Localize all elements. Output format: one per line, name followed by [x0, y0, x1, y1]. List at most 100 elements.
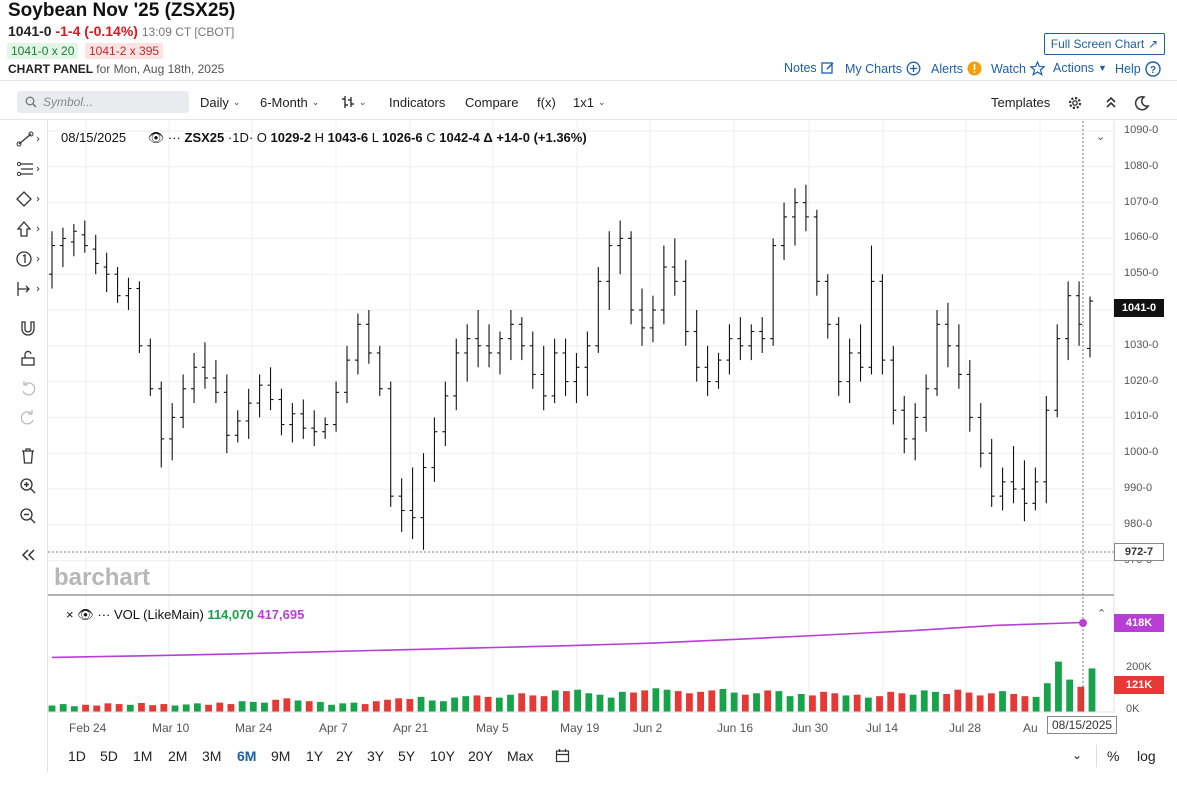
ohlc-bar — [486, 324, 493, 368]
volume-bar — [216, 702, 224, 712]
fibonacci-tool[interactable] — [14, 158, 42, 180]
double-chevron-up-icon — [1104, 95, 1118, 109]
shapes-tool[interactable] — [14, 188, 42, 210]
chevron-down-icon: ⌄ — [311, 97, 320, 107]
arrow-tool[interactable] — [14, 218, 42, 240]
range-button-5d[interactable]: 5D — [100, 748, 118, 764]
ohlc-bar — [81, 220, 88, 253]
range-button-6m[interactable]: 6M — [237, 748, 257, 764]
trendline-tool[interactable] — [14, 128, 42, 150]
log-toggle[interactable]: log — [1137, 748, 1156, 764]
ohlc-bar — [737, 317, 744, 361]
range-button-max[interactable]: Max — [507, 748, 534, 764]
range-button-2y[interactable]: 2Y — [336, 748, 354, 764]
help-link[interactable]: Help ? — [1115, 61, 1161, 77]
volume-bar — [618, 691, 626, 712]
ohlc-bar — [682, 259, 689, 346]
chevron-down-icon[interactable]: ⌄ — [1096, 131, 1106, 143]
range-button-3y[interactable]: 3Y — [367, 748, 385, 764]
magnet-tool[interactable] — [14, 317, 42, 339]
open-value: 1029-2 — [270, 130, 312, 145]
volume-bar — [1055, 661, 1062, 712]
volume-bar — [328, 704, 335, 712]
eye-icon[interactable]: 👁 — [77, 607, 94, 622]
ohlc-bar — [846, 338, 853, 404]
volume-bar — [932, 691, 939, 712]
symbol-search-input[interactable]: Symbol... — [17, 91, 189, 113]
legend-date: 08/15/2025 — [61, 130, 127, 145]
close-icon[interactable]: × — [66, 607, 74, 622]
ohlc-bar — [1065, 281, 1072, 361]
percent-toggle[interactable]: % — [1107, 748, 1120, 764]
ohlc-bar — [944, 302, 951, 368]
range-button-20y[interactable]: 20Y — [468, 748, 493, 764]
delete-drawings-button[interactable] — [14, 445, 42, 467]
lock-tool[interactable] — [14, 347, 42, 369]
help-icon: ? — [1145, 61, 1161, 77]
alerts-link[interactable]: Alerts — [931, 61, 982, 76]
watch-link[interactable]: Watch — [991, 61, 1045, 76]
ohlc-bar — [409, 467, 416, 540]
range-button-9m[interactable]: 9M — [271, 748, 291, 764]
range-button-10y[interactable]: 10Y — [430, 748, 455, 764]
collapse-button[interactable] — [1104, 95, 1118, 109]
measure-tool[interactable] — [14, 278, 42, 300]
redo-button[interactable] — [14, 406, 42, 428]
zoom-out-button[interactable] — [14, 505, 42, 527]
volume-bar — [272, 699, 280, 712]
ohlc-bar — [70, 224, 77, 257]
layout-dropdown[interactable]: 1x1 ⌄ — [573, 95, 606, 110]
ohlc-bar — [966, 360, 973, 432]
range-dropdown[interactable]: 6-Month ⌄ — [260, 95, 319, 110]
notes-link[interactable]: Notes — [784, 61, 835, 75]
more-dots-icon[interactable]: ··· — [97, 607, 111, 622]
volume-bar — [641, 690, 649, 712]
fx-button[interactable]: f(x) — [537, 95, 556, 110]
volume-bar — [115, 704, 123, 712]
gridlines — [48, 121, 1114, 712]
range-button-1m[interactable]: 1M — [133, 748, 153, 764]
double-chevron-left-icon — [20, 548, 36, 562]
eye-icon[interactable]: 👁 — [147, 130, 165, 145]
ohlc-bar — [92, 234, 99, 275]
volume-bar — [987, 693, 995, 712]
date-axis-label: May 5 — [476, 721, 509, 735]
full-screen-chart-button[interactable]: Full Screen Chart ↗ — [1044, 33, 1165, 55]
volume-bar — [786, 696, 794, 712]
range-button-1d[interactable]: 1D — [68, 748, 86, 764]
volume-bar — [708, 690, 716, 712]
magnet-icon — [19, 319, 37, 337]
compare-button[interactable]: Compare — [465, 95, 519, 110]
range-button-1y[interactable]: 1Y — [306, 748, 324, 764]
annotation-tool[interactable] — [14, 248, 42, 270]
ohlc-bar — [649, 295, 656, 343]
ohlc-bar — [365, 310, 372, 364]
templates-button[interactable]: Templates — [991, 95, 1051, 110]
panel-title: CHART PANEL — [8, 62, 93, 76]
indicators-button[interactable]: Indicators — [389, 95, 446, 110]
zoom-in-button[interactable] — [14, 475, 42, 497]
double-chevron-down-icon[interactable]: ⌄ — [1072, 748, 1083, 762]
interval-dropdown[interactable]: Daily ⌄ — [200, 95, 240, 110]
range-button-2m[interactable]: 2M — [168, 748, 188, 764]
range-button-5y[interactable]: 5Y — [398, 748, 416, 764]
more-dots-icon[interactable]: ··· — [167, 130, 181, 145]
chart-type-dropdown[interactable]: ⌄ — [341, 95, 367, 109]
actions-menu[interactable]: Actions ▼ — [1053, 61, 1107, 75]
ohlc-bar — [671, 238, 678, 296]
date-picker-button[interactable] — [555, 748, 570, 763]
undo-button[interactable] — [14, 377, 42, 399]
ohlc-bar — [344, 345, 351, 404]
ohlc-bar — [387, 381, 394, 507]
volume-tag: 121K — [1114, 676, 1164, 694]
range-button-3m[interactable]: 3M — [202, 748, 222, 764]
my-charts-link[interactable]: My Charts — [845, 61, 921, 76]
collapse-tools-button[interactable] — [14, 544, 42, 566]
dark-mode-toggle[interactable] — [1134, 95, 1150, 111]
chevron-up-icon[interactable]: ⌃ — [1097, 608, 1107, 620]
settings-button[interactable] — [1067, 95, 1083, 111]
volume-bar — [663, 689, 671, 712]
volume-bar — [887, 691, 895, 712]
ohlc-bar — [868, 245, 875, 375]
